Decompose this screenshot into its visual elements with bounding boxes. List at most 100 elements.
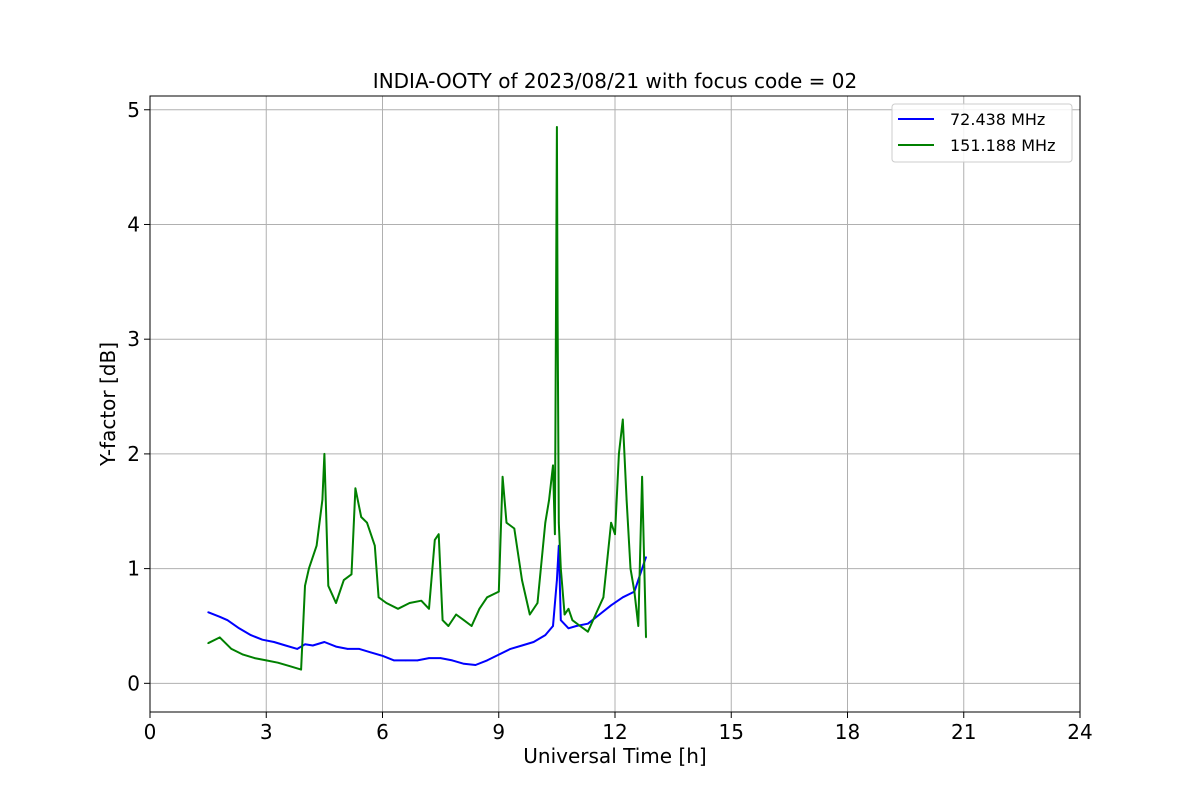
data-point [567,627,570,630]
data-point [250,634,252,636]
data-point [381,655,384,657]
x-tick-label: 15 [719,720,744,744]
x-axis-label: Universal Time [h] [523,744,706,768]
data-point [366,521,368,524]
data-point [529,613,531,616]
data-point [327,585,330,587]
x-tick-label: 21 [951,720,976,744]
data-point [219,636,221,639]
legend: 72.438 MHz 151.188 MHz [891,103,1073,163]
data-point [567,608,570,610]
data-point [416,659,419,662]
x-tick-label: 24 [1067,720,1092,744]
data-point [563,613,566,616]
data-point [335,645,337,648]
data-point [478,608,481,610]
data-point [505,521,508,524]
data-point [273,641,275,643]
data-point [556,579,558,581]
data-point [428,657,430,659]
chart-title: INDIA-OOTY of 2023/08/21 with focus code… [373,69,857,93]
data-point [377,596,380,599]
data-point [455,613,457,616]
data-point [265,659,268,662]
x-tick-label: 12 [602,720,627,744]
data-point [288,665,291,667]
plot-lines [207,126,647,671]
y-tick-label: 0 [127,671,140,695]
y-tick-label: 4 [127,212,140,236]
data-point [501,476,504,478]
data-point [230,648,233,650]
y-axis-ticks: 0 1 2 3 4 5 [127,98,150,695]
data-point [552,625,554,627]
y-tick-label: 2 [127,442,140,466]
data-point [312,644,314,647]
data-point [486,596,488,599]
data-point [556,315,559,318]
data-point [253,657,256,659]
data-point [560,619,562,621]
x-tick-label: 18 [835,720,860,744]
data-point [637,625,640,627]
data-point [532,641,535,643]
data-point [571,619,574,621]
x-tick-label: 9 [492,720,505,744]
data-point [451,659,454,662]
data-point [242,653,244,656]
data-point [370,651,372,654]
data-point [296,648,299,650]
data-point [207,642,209,644]
data-point [343,579,345,581]
data-point [554,533,556,535]
data-point [536,602,539,604]
data-point [618,453,620,455]
data-point [641,476,643,478]
x-axis-ticks: 0 3 6 9 12 15 18 21 24 [144,712,1093,744]
y-tick-label: 1 [127,557,140,581]
data-point [434,539,436,541]
data-point [304,585,306,587]
data-point [315,544,318,547]
data-point [645,636,647,639]
data-point [556,126,558,128]
data-point [385,602,388,604]
y-tick-label: 3 [127,327,140,351]
data-point [304,643,306,646]
data-point [521,579,523,581]
data-point [629,567,632,570]
data-point [374,544,376,547]
data-point [509,648,512,650]
data-point [625,499,628,501]
data-point [474,664,477,666]
data-point [323,641,326,643]
data-point [486,659,488,662]
data-point [544,521,547,524]
data-point [594,613,597,616]
legend-label: 151.188 MHz [950,136,1055,155]
data-point [513,527,516,530]
data-point [548,499,550,501]
data-point [284,644,287,647]
data-point [610,604,612,607]
data-point [428,608,430,610]
data-point [393,659,395,662]
data-point [579,625,581,627]
x-tick-label: 3 [260,720,273,744]
data-point [645,556,647,558]
data-point [439,657,442,659]
data-point [587,622,589,625]
data-point [346,648,349,650]
data-point [238,627,240,630]
data-point [598,613,601,616]
legend-box [891,103,1073,163]
data-point [226,619,229,621]
x-tick-label: 6 [376,720,389,744]
data-point [575,625,578,627]
data-point [552,464,554,467]
data-point [558,521,560,524]
y-tick-label: 5 [127,98,140,122]
data-point [219,616,221,618]
data-point [622,596,624,599]
